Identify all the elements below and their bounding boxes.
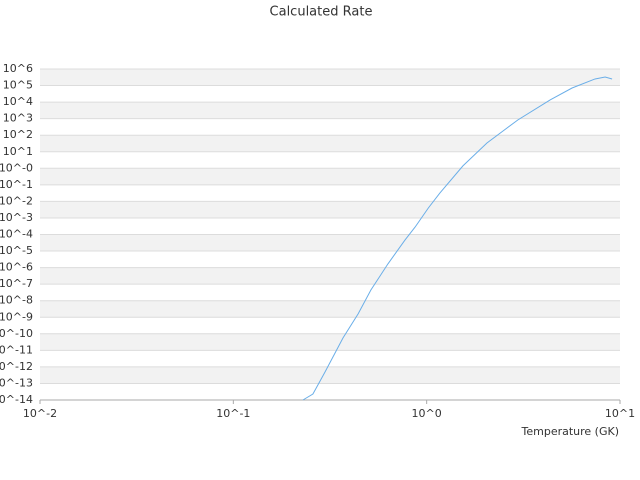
band xyxy=(40,234,620,252)
x-tick-label: 10^0 xyxy=(412,407,442,420)
y-tick-label: 10^-7 xyxy=(0,277,33,290)
y-tick-label: 10^-14 xyxy=(0,393,33,406)
band xyxy=(40,168,620,185)
y-tick-label: 10^-9 xyxy=(0,310,33,323)
band xyxy=(40,135,620,152)
y-tick-label: 10^-8 xyxy=(0,294,33,307)
band xyxy=(40,69,620,86)
y-tick-label: 10^4 xyxy=(3,95,33,108)
y-tick-label: 10^-3 xyxy=(0,211,33,224)
x-tick-label: 10^-2 xyxy=(23,407,57,420)
y-tick-label: 10^-0 xyxy=(0,161,33,174)
y-tick-label: 10^5 xyxy=(3,79,33,92)
chart-title: Calculated Rate xyxy=(270,5,373,20)
y-tick-label: 10^-4 xyxy=(0,228,33,241)
band xyxy=(40,102,620,119)
y-tick-label: 10^-2 xyxy=(0,194,33,207)
plot-background xyxy=(40,69,620,384)
x-tick-label: 10^-1 xyxy=(216,407,250,420)
y-tick-label: 10^-10 xyxy=(0,327,33,340)
y-tick-label: 10^-11 xyxy=(0,343,33,356)
y-tick-label: 10^-5 xyxy=(0,244,33,257)
data-line xyxy=(302,76,613,401)
band xyxy=(40,366,620,384)
band xyxy=(40,267,620,285)
band xyxy=(40,333,620,351)
y-tick-label: 10^-13 xyxy=(0,376,33,389)
y-tick-label: 10^1 xyxy=(3,145,33,158)
y-tick-label: 10^-12 xyxy=(0,360,33,373)
x-tick-label: 10^1 xyxy=(605,407,635,420)
x-axis-label: Temperature (GK) xyxy=(521,425,620,438)
y-tick-label: 10^-6 xyxy=(0,261,33,274)
band xyxy=(40,201,620,218)
y-tick-label: 10^3 xyxy=(3,112,33,125)
y-tick-label: 10^6 xyxy=(3,62,33,75)
y-tick-label: 10^-1 xyxy=(0,178,33,191)
band xyxy=(40,300,620,318)
y-tick-label: 10^2 xyxy=(3,128,33,141)
